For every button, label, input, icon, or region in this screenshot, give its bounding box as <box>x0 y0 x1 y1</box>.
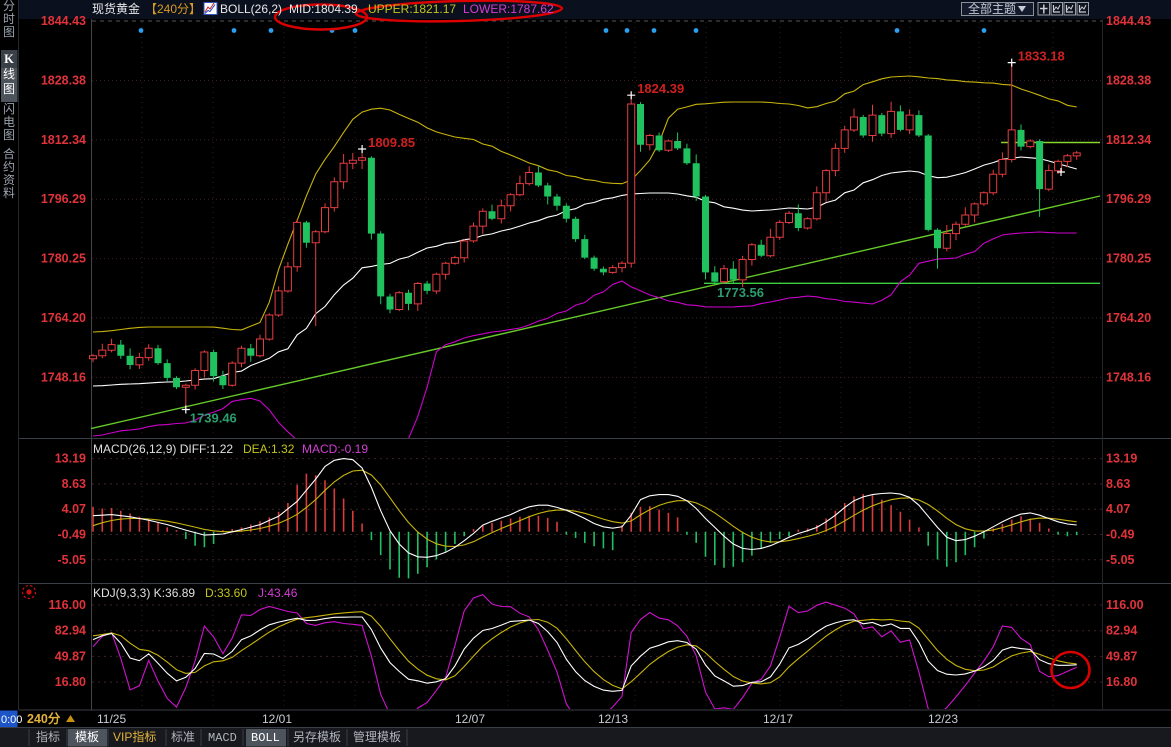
svg-text:-0.49: -0.49 <box>1106 528 1135 542</box>
svg-text:时: 时 <box>3 12 15 26</box>
svg-text:8.63: 8.63 <box>62 477 86 491</box>
svg-text:240分: 240分 <box>27 711 61 726</box>
svg-text:线: 线 <box>3 67 15 81</box>
svg-text:11/25: 11/25 <box>97 712 126 726</box>
svg-text:12/17: 12/17 <box>763 712 793 726</box>
svg-text:13.19: 13.19 <box>55 452 86 466</box>
svg-text:116.00: 116.00 <box>48 598 86 612</box>
svg-text:全部主题: 全部主题 <box>968 1 1016 16</box>
svg-text:12/13: 12/13 <box>598 712 628 726</box>
svg-text:4.07: 4.07 <box>1106 502 1130 516</box>
svg-text:1764.20: 1764.20 <box>41 311 86 325</box>
svg-text:模板: 模板 <box>75 730 99 744</box>
svg-text:标准: 标准 <box>171 730 195 744</box>
svg-text:BOLL: BOLL <box>251 731 280 745</box>
svg-text:资: 资 <box>3 173 15 187</box>
svg-text:1764.20: 1764.20 <box>1106 311 1151 325</box>
svg-text:1844.43: 1844.43 <box>1106 14 1151 28</box>
svg-text:116.00: 116.00 <box>1106 598 1144 612</box>
svg-text:LOWER:1787.62: LOWER:1787.62 <box>463 2 554 16</box>
svg-text:12/07: 12/07 <box>455 712 485 726</box>
svg-text:【240分】: 【240分】 <box>145 2 201 16</box>
svg-text:BOLL(26,2): BOLL(26,2) <box>220 2 282 16</box>
svg-text:K: K <box>4 52 14 66</box>
svg-text:1824.39: 1824.39 <box>637 81 684 96</box>
svg-text:1809.85: 1809.85 <box>368 135 415 150</box>
svg-text:1748.16: 1748.16 <box>1106 370 1151 384</box>
svg-text:MACD: MACD <box>208 731 237 745</box>
svg-text:管理模板: 管理模板 <box>353 729 401 744</box>
svg-text:图: 图 <box>3 128 15 142</box>
svg-text:13.19: 13.19 <box>1106 452 1137 466</box>
svg-text:另存模板: 另存模板 <box>293 730 341 744</box>
svg-text:分: 分 <box>3 0 15 13</box>
svg-text:1796.29: 1796.29 <box>41 192 86 206</box>
svg-text:1739.46: 1739.46 <box>190 411 237 426</box>
svg-text:MACD(26,12,9) DIFF:1.22: MACD(26,12,9) DIFF:1.22 <box>93 442 233 456</box>
svg-text:1780.25: 1780.25 <box>1106 252 1151 266</box>
svg-text:闪: 闪 <box>3 102 15 116</box>
svg-text:82.94: 82.94 <box>1106 624 1137 638</box>
svg-text:49.87: 49.87 <box>1106 649 1137 663</box>
svg-text:1828.38: 1828.38 <box>1106 73 1151 87</box>
svg-text:16.80: 16.80 <box>1106 675 1137 689</box>
svg-text:0:00: 0:00 <box>1 714 22 726</box>
svg-text:1812.34: 1812.34 <box>41 133 86 147</box>
svg-text:UPPER:1821.17: UPPER:1821.17 <box>368 2 456 16</box>
svg-text:8.63: 8.63 <box>1106 477 1130 491</box>
svg-text:约: 约 <box>3 159 15 174</box>
svg-text:现货黄金: 现货黄金 <box>92 1 140 16</box>
svg-text:电: 电 <box>3 115 15 129</box>
svg-text:1780.25: 1780.25 <box>41 252 86 266</box>
svg-text:1796.29: 1796.29 <box>1106 192 1151 206</box>
svg-text:合: 合 <box>3 146 15 161</box>
svg-text:1773.56: 1773.56 <box>717 285 764 300</box>
svg-text:1828.38: 1828.38 <box>41 73 86 87</box>
svg-text:1844.43: 1844.43 <box>41 14 86 28</box>
svg-text:D:33.60: D:33.60 <box>205 586 247 600</box>
svg-text:指标: 指标 <box>36 729 60 744</box>
svg-text:MID:1804.39: MID:1804.39 <box>289 2 358 16</box>
svg-text:DEA:1.32: DEA:1.32 <box>243 442 295 456</box>
svg-text:1748.16: 1748.16 <box>41 370 86 384</box>
svg-text:49.87: 49.87 <box>55 649 86 663</box>
svg-text:4.07: 4.07 <box>62 502 86 516</box>
svg-text:VIP指标: VIP指标 <box>113 729 156 744</box>
svg-text:-0.49: -0.49 <box>58 528 87 542</box>
svg-text:12/23: 12/23 <box>928 712 958 726</box>
svg-text:1833.18: 1833.18 <box>1018 49 1065 64</box>
svg-text:J:43.46: J:43.46 <box>258 586 298 600</box>
svg-text:-5.05: -5.05 <box>58 553 87 567</box>
svg-text:12/01: 12/01 <box>262 712 292 726</box>
svg-text:-5.05: -5.05 <box>1106 553 1135 567</box>
svg-text:82.94: 82.94 <box>55 624 86 638</box>
svg-text:KDJ(9,3,3) K:36.89: KDJ(9,3,3) K:36.89 <box>93 586 195 600</box>
svg-text:16.80: 16.80 <box>55 675 86 689</box>
svg-text:MACD:-0.19: MACD:-0.19 <box>302 442 368 456</box>
svg-text:料: 料 <box>3 186 15 200</box>
svg-text:1812.34: 1812.34 <box>1106 133 1151 147</box>
svg-text:图: 图 <box>3 25 15 39</box>
svg-text:图: 图 <box>3 82 15 96</box>
